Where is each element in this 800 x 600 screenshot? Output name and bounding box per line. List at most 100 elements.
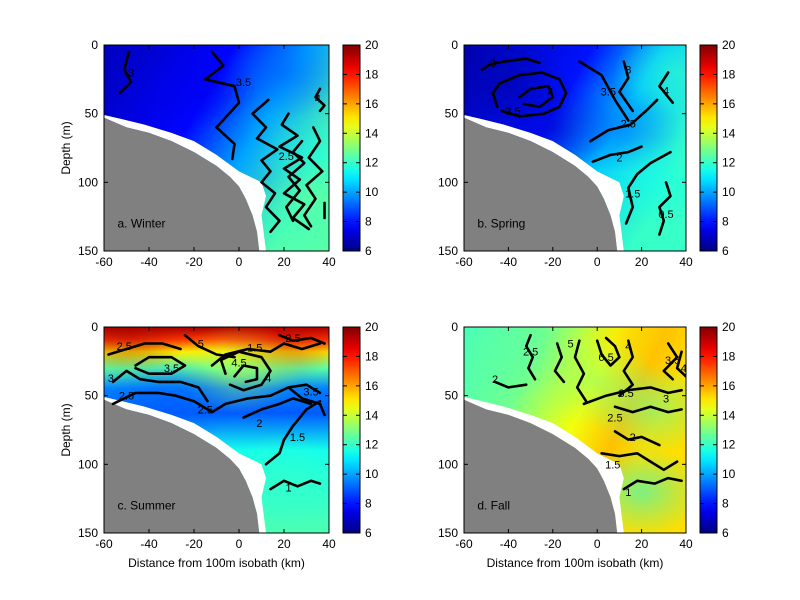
panel-3: 2.5 5 1.5 2.5 3.5 4.5 4 3 2.5 2.5 3.5 2 1.5 1 -60 -40 -2… [59,320,379,570]
x-tick-label: -20 [185,255,203,269]
contour-line [624,150,672,225]
colorbar-tick-label: 10 [365,467,379,481]
contour-label: 2 [630,432,636,444]
no-data-region [464,115,624,251]
y-tick-label: 150 [78,244,98,258]
contour-label: 6.5 [598,352,613,364]
colorbar-tick-label: 8 [365,497,372,511]
y-tick-label: 0 [91,38,98,52]
colorbar-tick-label: 16 [365,97,379,111]
contour-line [600,452,679,472]
colorbar [699,44,718,252]
contour-label: 3 [663,393,669,405]
colorbar-tick-label: 14 [722,408,736,422]
contour-line [658,181,672,236]
contour-label: 4 [315,94,321,106]
contour-line [111,369,209,403]
x-tick-label: 40 [322,537,336,551]
x-tick-label: 40 [322,255,336,269]
colorbar-tick-label: 12 [365,156,379,170]
x-tick-label: 0 [236,537,243,551]
contour-line [278,112,311,231]
bathymetry [464,117,618,251]
colorbar-tick-label: 8 [722,497,729,511]
panel-label: a. Winter [118,217,166,231]
colorbar-tick-label: 12 [365,438,379,452]
colorbar-tick-label: 16 [722,379,736,393]
contour-line [675,350,686,378]
x-tick-label: 20 [277,255,291,269]
contour-line [595,336,621,367]
colorbar-tick-label: 18 [365,349,379,363]
y-tick-label: 100 [438,175,458,189]
contour-label: 3.5 [618,388,633,400]
bathymetry [464,399,618,533]
contour-line [285,139,306,223]
y-axis-label: Depth (m) [59,121,73,174]
axes-frame [103,326,330,534]
contour-line [210,342,322,367]
x-tick-label: -60 [455,255,473,269]
colorbar-tick-label: 14 [365,126,379,140]
field-sample [612,45,686,118]
contour-line [219,350,272,392]
y-tick-label: 0 [91,320,98,334]
contour-line [118,50,133,95]
contour-line [618,339,634,397]
no-data-region [104,115,266,251]
colorbar-tick-label: 16 [722,97,736,111]
contour-label: 3 [625,65,631,77]
colorbar-tick-label: 6 [722,526,729,540]
panel-label: c. Summer [118,499,176,513]
contour-label: 4 [548,87,554,99]
contour-label: 3 [108,373,114,385]
colorbar-tick-label: 10 [722,185,736,199]
colorbar-tick-label: 16 [365,379,379,393]
contour-label: 2.5 [607,413,622,425]
contour-label: 5 [198,338,204,350]
x-tick-label: 0 [594,537,601,551]
contour-label: 4 [625,341,631,353]
contour-label: 2 [616,153,622,165]
contour-label: 4.5 [231,358,246,370]
y-tick-label: 50 [85,107,99,121]
contour-line [591,145,643,163]
y-tick-label: 100 [438,457,458,471]
axes-frame [463,326,687,534]
colorbar-tick-label: 6 [365,526,372,540]
contour-label: 2 [256,418,262,430]
contour-label: 3.5 [303,387,318,399]
contour-line [278,333,326,345]
contour-label: 3.5 [505,106,520,118]
contour-line [314,87,326,113]
contour-label: 4 [681,363,687,375]
contour-line [553,342,566,384]
contour-line [204,50,241,161]
x-tick-label: 40 [679,537,693,551]
x-tick-label: -60 [95,255,113,269]
y-tick-label: 150 [438,244,458,258]
y-tick-label: 0 [451,38,458,52]
colorbar-tick-label: 20 [365,38,379,52]
colorbar-tick-label: 12 [722,156,736,170]
contour-line [658,71,674,104]
panel-label: d. Fall [477,499,510,513]
x-tick-label: 0 [594,255,601,269]
x-tick-label: -60 [95,537,113,551]
contour-label: 1 [625,487,631,499]
panel-label: b. Spring [477,217,525,231]
x-tick-label: -20 [185,537,203,551]
x-tick-label: 0 [236,255,243,269]
contour-label: 3.5 [601,87,616,99]
contour-line [582,386,683,406]
contour-line [493,380,528,389]
x-tick-label: -20 [544,537,562,551]
x-axis-label: Distance from 100m isobath (km) [487,556,664,570]
colorbar-tick-label: 6 [722,244,729,258]
contour-line [578,60,630,122]
colorbar-tick-label: 6 [365,244,372,258]
contour-label: 3.5 [164,363,179,375]
y-tick-label: 50 [445,389,459,403]
axes-frame [463,44,687,252]
contour-line [589,98,659,143]
